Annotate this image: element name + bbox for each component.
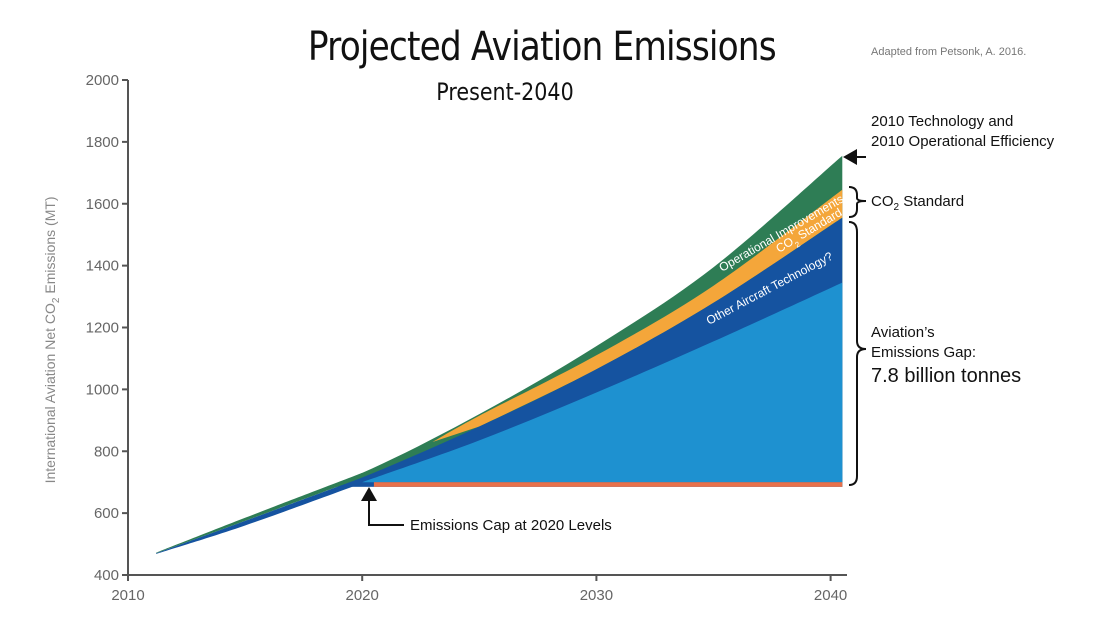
y-tick-label-400: 400 (94, 567, 119, 584)
callout-marks (361, 149, 867, 526)
gap-value: 7.8 billion tonnes (871, 365, 1022, 387)
x-tick-label-2010: 2010 (111, 587, 144, 604)
chart-title: Projected Aviation Emissions (307, 24, 777, 70)
gap-annotation: Aviation’s Emissions Gap: (871, 323, 976, 363)
source-note: Adapted from Petsonk, A. 2016. (871, 46, 1027, 58)
cap-arrow-line (368, 500, 404, 526)
tick-labels: 400 600 800 1000 1200 1400 1600 1800 2000 2010 202… (86, 72, 848, 604)
chart-subtitle: Present-2040 (436, 78, 574, 106)
area-mask (142, 486, 848, 574)
axes (122, 79, 847, 581)
y-tick-label-1200: 1200 (86, 320, 119, 337)
cap-arrow-head (361, 487, 377, 501)
co2-brace (848, 186, 867, 218)
x-tick-label-2030: 2030 (580, 587, 613, 604)
area-layers (142, 155, 848, 576)
x-tick-label-2040: 2040 (814, 587, 847, 604)
cap-annotation: Emissions Cap at 2020 Levels (410, 517, 612, 534)
tech-annotation-line1: 2010 Technology and (871, 113, 1014, 130)
y-tick-label-1400: 1400 (86, 258, 119, 275)
y-tick-label-1800: 1800 (86, 134, 119, 151)
cap-bar (373, 482, 843, 487)
gap-annotation-line1: Aviation’s (871, 324, 935, 341)
tech-annotation: 2010 Technology and 2010 Operational Eff… (871, 112, 1054, 152)
y-tick-label-1000: 1000 (86, 381, 119, 398)
y-tick-label-2000: 2000 (86, 72, 119, 89)
tech-arrow-head (843, 149, 857, 165)
area-gap (362, 282, 843, 483)
gap-annotation-line2: Emissions Gap: (871, 344, 977, 361)
area-other-early (156, 477, 363, 554)
x-tick-label-2020: 2020 (346, 587, 379, 604)
co2-annotation: CO2 Standard (871, 193, 965, 213)
gap-brace (848, 221, 867, 486)
y-tick-label-800: 800 (94, 443, 119, 460)
tech-annotation-line2: 2010 Operational Efficiency (871, 133, 1055, 150)
area-ops-early (156, 472, 363, 554)
y-tick-label-1600: 1600 (86, 196, 119, 213)
y-tick-label-600: 600 (94, 505, 119, 522)
